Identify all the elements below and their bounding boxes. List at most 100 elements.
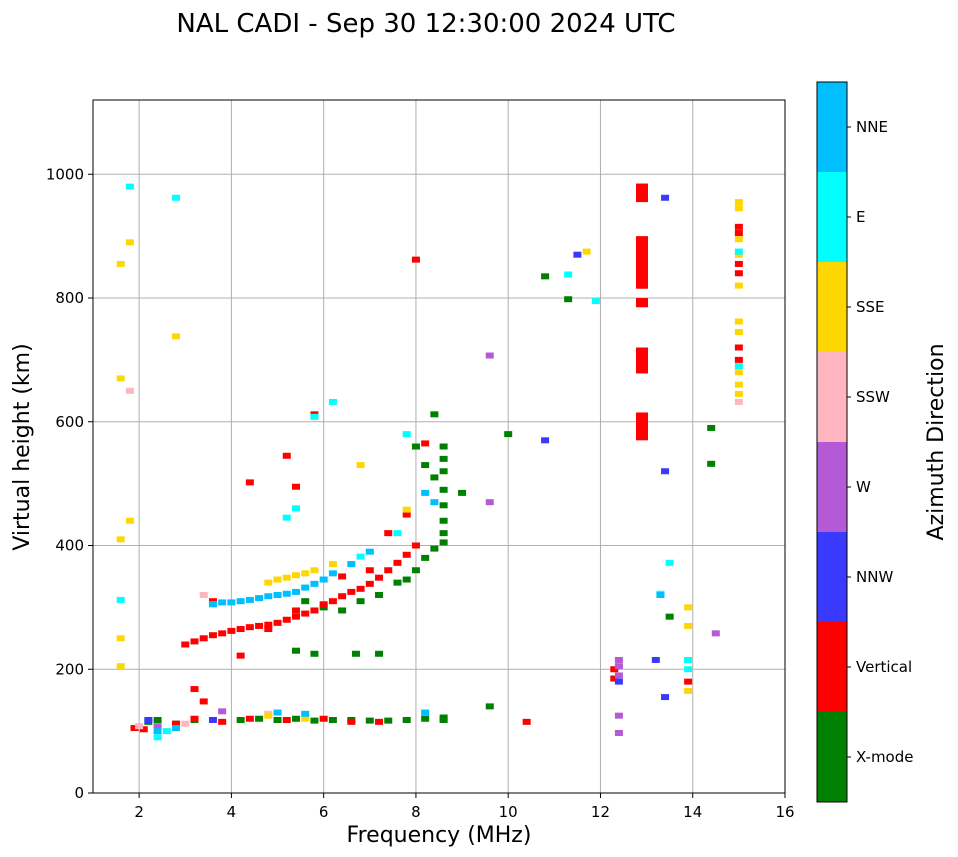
data-point	[181, 720, 190, 727]
data-bar	[635, 347, 648, 374]
data-point	[347, 561, 356, 568]
data-point	[439, 443, 448, 450]
data-point	[199, 698, 208, 705]
data-point	[458, 489, 467, 496]
data-point	[301, 598, 310, 605]
data-point	[291, 715, 300, 722]
data-point	[421, 715, 430, 722]
series-x-mode	[144, 273, 716, 727]
data-point	[172, 194, 181, 201]
data-point	[125, 183, 134, 190]
data-point	[734, 398, 743, 405]
data-point	[291, 505, 300, 512]
data-point	[411, 567, 420, 574]
data-point	[301, 715, 310, 722]
data-point	[273, 592, 282, 598]
data-point	[439, 468, 448, 475]
data-point	[430, 545, 439, 552]
data-point	[439, 486, 448, 493]
y-tick-label: 400	[55, 537, 84, 555]
data-point	[439, 530, 448, 537]
grid-lines	[93, 100, 785, 793]
data-point	[181, 641, 190, 648]
data-point	[734, 381, 743, 388]
data-point	[227, 627, 236, 634]
colorbar-swatch	[817, 172, 847, 262]
x-tick-label: 12	[591, 803, 610, 821]
data-point	[125, 239, 134, 246]
colorbar-swatch	[817, 712, 847, 802]
data-point	[245, 479, 254, 486]
data-point	[614, 663, 623, 670]
data-point	[402, 431, 411, 438]
data-point	[139, 726, 148, 733]
colorbar-tick-label: E	[856, 208, 865, 226]
data-point	[707, 460, 716, 467]
data-point	[375, 574, 384, 581]
data-point	[734, 363, 743, 370]
data-point	[282, 574, 291, 581]
data-point	[665, 559, 674, 566]
data-point	[227, 599, 236, 606]
data-point	[218, 630, 227, 637]
data-point	[421, 440, 430, 447]
plot-area: 2 4 6 8 10 12 14 16 0 200 400 600 800 1000	[46, 99, 795, 821]
data-point	[291, 613, 300, 620]
data-point	[734, 390, 743, 397]
data-point	[411, 542, 420, 549]
data-point	[264, 712, 273, 719]
data-point	[734, 369, 743, 376]
data-point	[116, 663, 125, 670]
data-point	[264, 621, 273, 628]
data-point	[684, 656, 693, 663]
data-point	[291, 572, 300, 579]
data-point	[208, 598, 217, 605]
colorbar-tick-label: SSE	[856, 298, 885, 316]
data-point	[485, 499, 494, 506]
colorbar: X-mode Vertical NNW W SSW SSE E NNE	[816, 81, 913, 803]
data-point	[421, 489, 430, 496]
data-point	[338, 607, 347, 614]
series-sse	[116, 199, 743, 722]
data-point	[614, 729, 623, 736]
data-point	[661, 694, 670, 701]
data-point	[384, 567, 393, 574]
data-point	[684, 678, 693, 685]
data-point	[125, 387, 134, 394]
y-axis-label: Virtual height (km)	[10, 343, 35, 550]
data-point	[564, 271, 573, 278]
data-point	[199, 592, 208, 598]
data-point	[614, 656, 623, 663]
data-point	[116, 375, 125, 382]
data-point	[734, 318, 743, 325]
y-tick-label: 200	[55, 660, 84, 678]
data-marks	[116, 183, 743, 741]
data-point	[393, 579, 402, 586]
colorbar-tick-label: NNE	[856, 118, 888, 136]
series-nnw	[144, 194, 670, 723]
data-point	[319, 715, 328, 722]
data-point	[734, 205, 743, 212]
chart-title: NAL CADI - Sep 30 12:30:00 2024 UTC	[176, 9, 675, 39]
data-point	[734, 236, 743, 243]
data-point	[291, 647, 300, 654]
data-point	[144, 716, 153, 723]
data-point	[614, 678, 623, 685]
data-point	[264, 593, 273, 600]
data-point	[328, 561, 337, 568]
data-point	[384, 717, 393, 724]
data-point	[282, 716, 291, 723]
data-point	[328, 716, 337, 723]
data-point	[665, 613, 674, 620]
data-point	[172, 333, 181, 340]
x-tick-label: 10	[499, 803, 518, 821]
data-point	[310, 717, 319, 724]
data-point	[264, 626, 273, 633]
colorbar-swatch	[817, 82, 847, 172]
data-point	[485, 352, 494, 359]
data-point	[218, 718, 227, 725]
data-point	[190, 638, 199, 645]
data-point	[190, 686, 199, 693]
data-point	[734, 248, 743, 255]
data-point	[153, 723, 162, 730]
